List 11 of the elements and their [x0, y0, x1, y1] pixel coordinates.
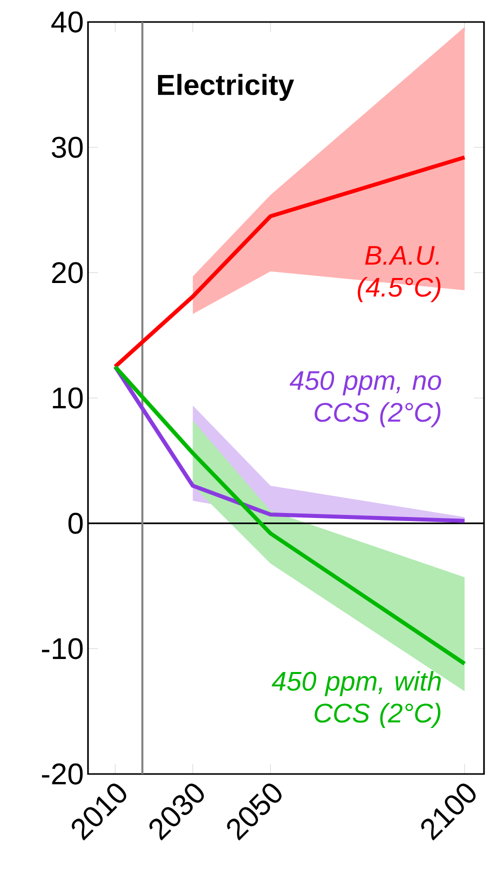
y-tick-label: 10 — [52, 387, 83, 409]
text: Electricity — [158, 74, 294, 101]
text: B.A.U. (4.5°C) — [358, 246, 440, 302]
y-tick-label: 40 — [51, 11, 83, 33]
y-tick-label: 0 — [68, 512, 83, 534]
series-label: 450 ppm, with CCS (2°C) — [272, 671, 441, 728]
y-tick-label: -20 — [42, 763, 83, 785]
y-tick-label: 30 — [52, 136, 83, 158]
y-tick-label: 20 — [52, 262, 83, 284]
text: 450 ppm, no CCS (2°C) — [290, 370, 442, 428]
y-tick-label: -10 — [42, 638, 83, 660]
